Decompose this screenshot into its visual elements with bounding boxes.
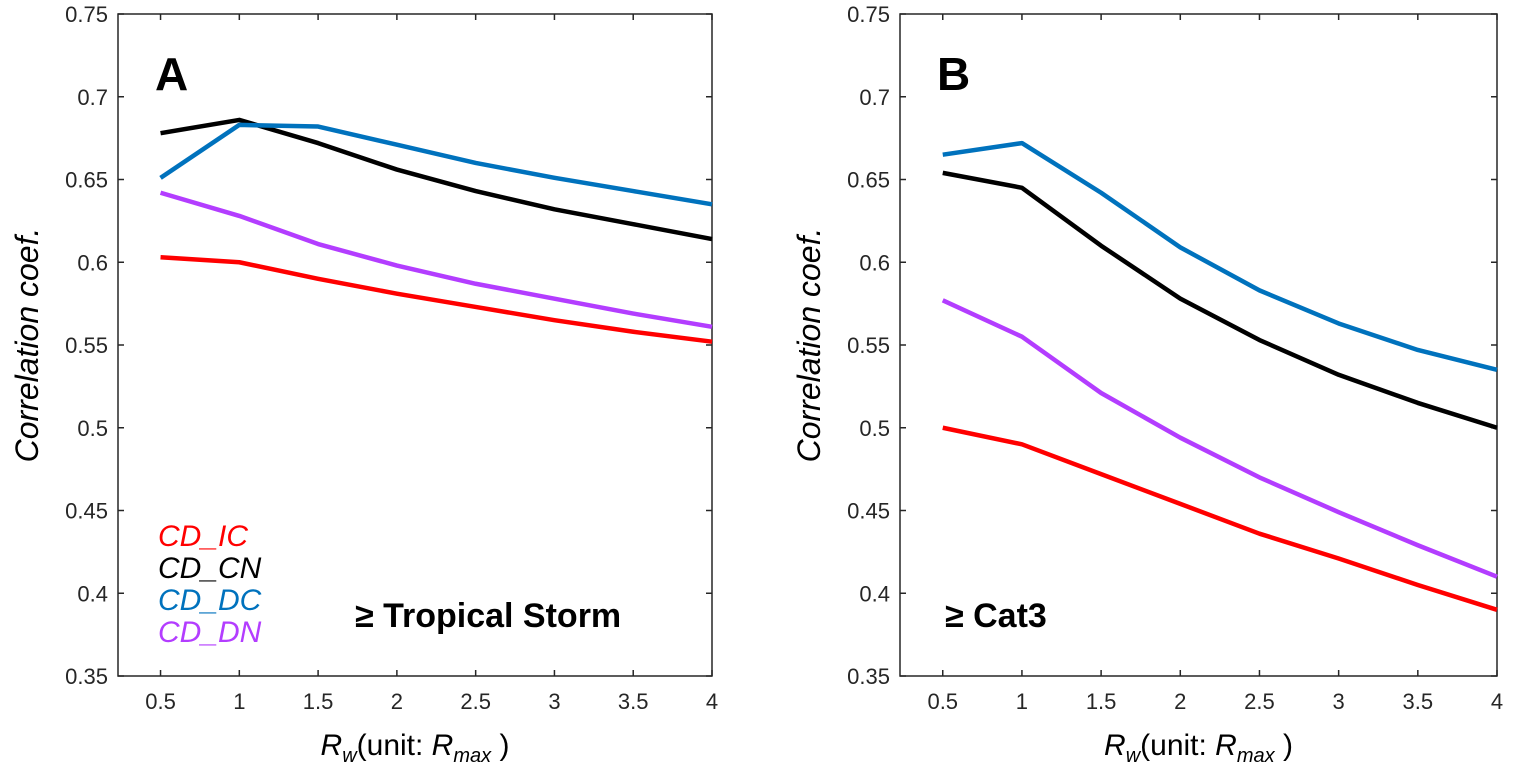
x-tick-label: 3 [1333, 689, 1345, 714]
x-label-sub: max [453, 745, 492, 767]
series-line-cd-dc [159, 122, 713, 207]
panel-a: 0.35 0.4 0.45 0.5 0.55 0.6 0.65 0.7 0.75 0.5 1 1.5 2… [9, 2, 718, 767]
x-label-r: R [432, 729, 454, 762]
y-tick-label: 0.6 [859, 250, 890, 275]
x-tick-label: 2.5 [460, 689, 491, 714]
x-tick-label: 1.5 [1086, 689, 1117, 714]
legend-item: CD_DC [158, 584, 262, 617]
panel-b: 0.35 0.4 0.45 0.5 0.55 0.6 0.65 0.7 0.75 0.5 1 1.5 2… [791, 2, 1503, 767]
y-tick-label: 0.55 [65, 333, 108, 358]
condition-label: ≥ Cat3 [945, 597, 1047, 635]
x-label-unit: (unit: [357, 729, 432, 762]
x-label-close: ) [1275, 729, 1293, 762]
x-tick-label: 0.5 [145, 689, 176, 714]
x-tick-label: 1 [1016, 689, 1028, 714]
y-tick-label: 0.65 [847, 168, 890, 193]
y-tick-label: 0.45 [65, 499, 108, 524]
legend-item: CD_IC [158, 520, 248, 553]
y-tick-label: 0.4 [77, 581, 108, 606]
x-tick-label: 3 [548, 689, 560, 714]
series-line-cd-ic [160, 255, 713, 344]
y-tick-label: 0.7 [77, 85, 108, 110]
condition-label: ≥ Tropical Storm [355, 597, 621, 635]
series-line-cd-dn [159, 190, 713, 330]
y-axis-label: Correlation coef. [791, 228, 827, 463]
y-tick-label: 0.7 [859, 85, 890, 110]
x-tick-label: 1.5 [303, 689, 334, 714]
y-tick-label: 0.75 [65, 2, 108, 27]
x-tick-label: 3.5 [1403, 689, 1434, 714]
x-axis-label: Rw(unit: Rmax ) [1104, 729, 1293, 767]
legend-item: CD_DN [158, 616, 262, 649]
x-label-sub: w [342, 745, 358, 767]
panel-label: B [937, 48, 970, 100]
series-line-cd-dn [941, 298, 1498, 579]
y-tick-label: 0.6 [77, 250, 108, 275]
x-tick-label: 2 [391, 689, 403, 714]
x-tick-label: 3.5 [618, 689, 649, 714]
y-axis-label: Correlation coef. [9, 228, 45, 463]
y-tick-label: 0.45 [847, 499, 890, 524]
x-tick-label: 1 [233, 689, 245, 714]
series-line-cd-cn [160, 117, 713, 242]
x-label-close: ) [491, 729, 509, 762]
x-tick-label: 4 [706, 689, 718, 714]
y-tick-label: 0.55 [847, 333, 890, 358]
series-line-cd-ic [942, 425, 1498, 612]
x-tick-label: 2.5 [1244, 689, 1275, 714]
x-tick-label: 2 [1174, 689, 1186, 714]
x-label-r: R [1104, 729, 1126, 762]
panel-label: A [155, 48, 188, 100]
y-tick-label: 0.4 [859, 581, 890, 606]
y-tick-label: 0.75 [847, 2, 890, 27]
series-line-cd-dc [942, 140, 1498, 373]
x-label-r: R [321, 729, 343, 762]
x-tick-label: 4 [1491, 689, 1503, 714]
x-tick-label: 0.5 [927, 689, 958, 714]
x-label-sub: w [1126, 745, 1142, 767]
legend-item: CD_CN [158, 552, 262, 585]
x-label-r: R [1215, 729, 1237, 762]
y-tick-label: 0.35 [847, 664, 890, 689]
x-label-unit: (unit: [1140, 729, 1215, 762]
y-tick-label: 0.65 [65, 168, 108, 193]
y-tick-label: 0.5 [77, 416, 108, 441]
x-axis-label: Rw(unit: Rmax ) [321, 729, 510, 767]
series-line-cd-cn [942, 170, 1498, 430]
y-tick-label: 0.35 [65, 664, 108, 689]
y-tick-label: 0.5 [859, 416, 890, 441]
x-label-sub: max [1237, 745, 1276, 767]
